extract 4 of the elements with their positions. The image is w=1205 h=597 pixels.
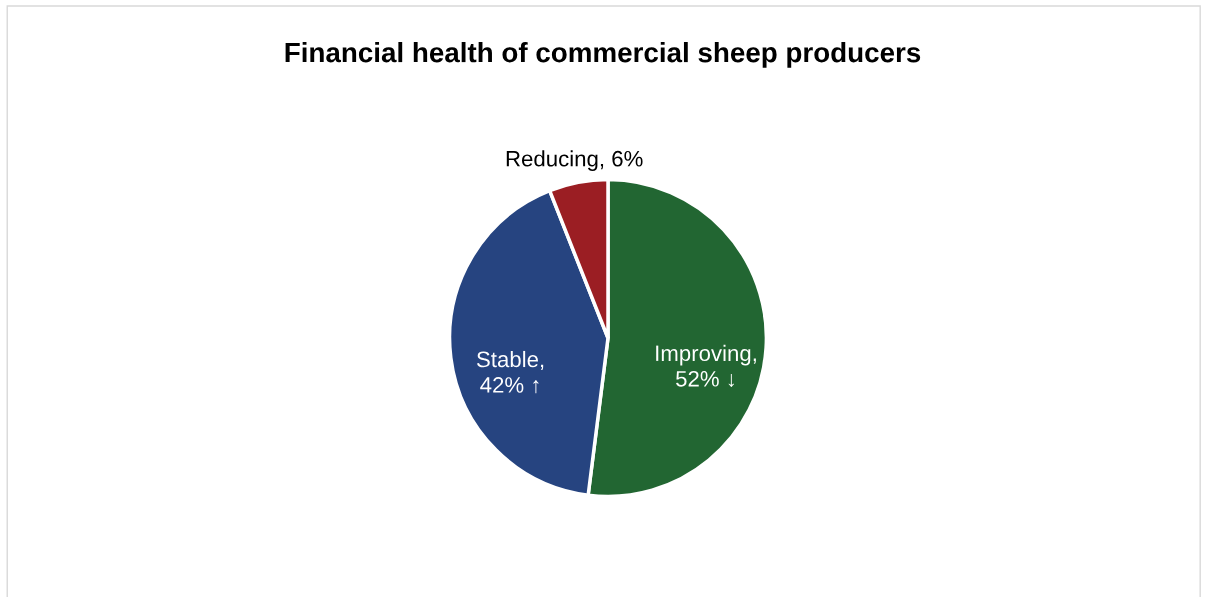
chart-title: Financial health of commercial sheep producers [285, 41, 921, 68]
slice-label: Improving, 52% ↓ [656, 344, 756, 388]
slice-label: Stable, 42% ↑ [476, 350, 544, 394]
slice-label: Reducing, 6% [506, 150, 643, 171]
